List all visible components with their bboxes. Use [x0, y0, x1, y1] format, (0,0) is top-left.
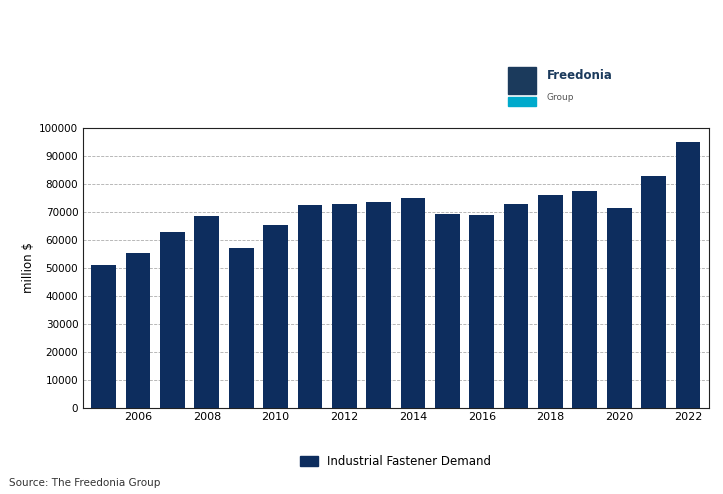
- Text: Source: The Freedonia Group: Source: The Freedonia Group: [9, 478, 161, 488]
- Bar: [573, 191, 597, 408]
- Bar: [194, 216, 219, 408]
- Bar: [504, 204, 529, 408]
- Bar: [367, 203, 391, 408]
- Text: Group: Group: [547, 93, 574, 102]
- FancyBboxPatch shape: [508, 67, 536, 94]
- Bar: [435, 213, 460, 408]
- Bar: [607, 208, 632, 408]
- Bar: [126, 252, 150, 408]
- Text: Figure 3-1.
Global Industrial Fastener Demand,
2005 – 2022
(million dollars): Figure 3-1. Global Industrial Fastener D…: [9, 6, 245, 75]
- Bar: [332, 204, 356, 408]
- FancyBboxPatch shape: [508, 97, 536, 106]
- Bar: [675, 142, 701, 408]
- Bar: [263, 225, 288, 408]
- Bar: [538, 196, 562, 408]
- Y-axis label: million $: million $: [22, 243, 35, 293]
- Bar: [160, 232, 185, 408]
- Bar: [401, 198, 425, 408]
- Text: Freedonia: Freedonia: [547, 69, 612, 82]
- Bar: [298, 205, 322, 408]
- Bar: [91, 265, 116, 408]
- Bar: [469, 215, 494, 408]
- Bar: [641, 176, 666, 408]
- Bar: [229, 248, 254, 408]
- Legend: Industrial Fastener Demand: Industrial Fastener Demand: [296, 451, 496, 473]
